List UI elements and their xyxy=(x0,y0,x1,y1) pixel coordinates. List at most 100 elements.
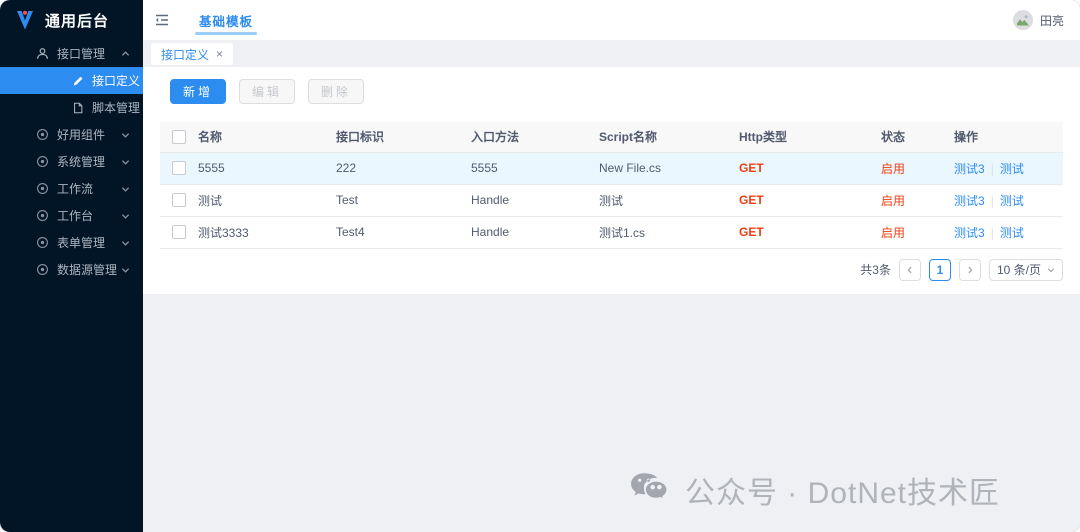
sidebar-item-workbench[interactable]: 工作台 xyxy=(0,202,143,229)
sidebar-item-label: 数据源管理 xyxy=(57,263,118,277)
sidebar-item-label: 接口管理 xyxy=(57,47,106,61)
select-all-checkbox[interactable] xyxy=(172,130,186,145)
test-link[interactable]: 测试 xyxy=(999,193,1024,208)
cell-script: 测试1.cs xyxy=(599,225,646,240)
cell-script: 测试 xyxy=(599,193,624,208)
document-icon xyxy=(72,102,84,114)
main-area: 基础模板 田亮 接口定义 × xyxy=(143,0,1080,532)
chevron-down-icon xyxy=(1047,266,1055,274)
sidebar-item-interface-def[interactable]: 接口定义 xyxy=(0,67,143,94)
user-menu[interactable]: 田亮 xyxy=(1012,10,1064,30)
edit-button[interactable]: 编辑 xyxy=(239,79,296,104)
chevron-down-icon xyxy=(121,157,130,166)
gear-icon xyxy=(36,128,49,141)
sidebar-item-form-mgmt[interactable]: 表单管理 xyxy=(0,229,143,256)
sidebar-item-label: 接口定义 xyxy=(92,74,141,88)
cell-entry: Handle xyxy=(471,193,510,207)
page-size-value: 10 条/页 xyxy=(996,263,1041,277)
sidebar-item-label: 系统管理 xyxy=(57,155,106,169)
app-logo: 通用后台 xyxy=(0,0,143,40)
cell-ops: 测试3 | 测试 xyxy=(954,184,1063,216)
sidebar-item-label: 好用组件 xyxy=(57,128,106,142)
delete-button[interactable]: 删除 xyxy=(308,79,365,104)
table-row[interactable]: 测试3333 Test4 Handle 测试1.cs GET 启用 测试3 | 测试 xyxy=(160,216,1063,248)
col-header-key: 接口标识 xyxy=(336,130,385,145)
sidebar-item-workflow[interactable]: 工作流 xyxy=(0,175,143,202)
prev-page-button[interactable] xyxy=(898,258,921,281)
chevron-down-icon xyxy=(121,238,130,247)
cell-script: New File.cs xyxy=(599,161,662,175)
chevron-down-icon xyxy=(121,184,130,193)
interface-table: 名称 接口标识 入口方法 Script名称 Http类型 状态 操作 5555 … xyxy=(160,122,1063,249)
sidebar-item-system-mgmt[interactable]: 系统管理 xyxy=(0,148,143,175)
page-size-select[interactable]: 10 条/页 xyxy=(988,258,1063,281)
menu-fold-icon[interactable] xyxy=(153,11,171,29)
cell-status: 启用 xyxy=(881,225,906,240)
cell-name: 5555 xyxy=(198,161,225,175)
sidebar-item-script-mgmt[interactable]: 脚本管理 xyxy=(0,94,143,121)
cell-ops: 测试3 | 测试 xyxy=(954,152,1063,184)
col-header-name: 名称 xyxy=(198,130,223,145)
col-header-status: 状态 xyxy=(881,130,906,145)
action-divider: | xyxy=(990,193,994,208)
test3-link[interactable]: 测试3 xyxy=(954,193,985,208)
row-checkbox[interactable] xyxy=(172,193,186,208)
watermark: 公众号 · DotNet技术匠 xyxy=(630,468,1000,512)
col-header-ops: 操作 xyxy=(954,130,979,145)
test-link[interactable]: 测试 xyxy=(999,225,1024,240)
test3-link[interactable]: 测试3 xyxy=(954,161,985,176)
gear-icon xyxy=(36,155,49,168)
test3-link[interactable]: 测试3 xyxy=(954,225,985,240)
gear-icon xyxy=(36,182,49,195)
chevron-down-icon xyxy=(121,130,130,139)
cell-ops: 测试3 | 测试 xyxy=(954,216,1063,248)
app-title: 通用后台 xyxy=(45,12,110,30)
table-header-row: 名称 接口标识 入口方法 Script名称 Http类型 状态 操作 xyxy=(160,122,1063,152)
topnav-tab-label: 基础模板 xyxy=(199,14,254,29)
sidebar-menu: 接口管理 接口定义 xyxy=(0,40,143,283)
sidebar-item-label: 工作流 xyxy=(57,182,94,196)
cell-name: 测试3333 xyxy=(198,225,249,240)
watermark-text: 公众号 · DotNet技术匠 xyxy=(684,477,1000,510)
chevron-down-icon xyxy=(121,265,130,274)
cell-entry: 5555 xyxy=(471,161,498,175)
col-header-http: Http类型 xyxy=(739,130,787,145)
action-divider: | xyxy=(990,161,994,176)
chevron-up-icon xyxy=(121,49,130,58)
sidebar-item-interface-mgmt[interactable]: 接口管理 xyxy=(0,40,143,67)
username: 田亮 xyxy=(1039,13,1064,28)
cell-status: 启用 xyxy=(881,161,906,176)
gear-icon xyxy=(36,209,49,222)
topnav-tab-base-template[interactable]: 基础模板 xyxy=(195,0,258,40)
next-page-button[interactable] xyxy=(958,258,981,281)
add-button[interactable]: 新增 xyxy=(170,79,227,104)
table-row[interactable]: 测试 Test Handle 测试 GET 启用 测试3 | 测试 xyxy=(160,184,1063,216)
row-checkbox[interactable] xyxy=(172,225,186,240)
cell-entry: Handle xyxy=(471,225,510,239)
cell-name: 测试 xyxy=(198,193,223,208)
cell-key: Test4 xyxy=(336,225,365,239)
table-row[interactable]: 5555 222 5555 New File.cs GET 启用 测试3 | 测试 xyxy=(160,152,1063,184)
close-icon[interactable]: × xyxy=(216,47,224,61)
sidebar: 通用后台 接口管理 xyxy=(0,0,143,532)
topbar: 基础模板 田亮 xyxy=(143,0,1080,40)
sidebar-item-components[interactable]: 好用组件 xyxy=(0,121,143,148)
sidebar-item-datasource-mgmt[interactable]: 数据源管理 xyxy=(0,256,143,283)
cell-status: 启用 xyxy=(881,193,906,208)
cell-http: GET xyxy=(739,193,764,207)
cell-http: GET xyxy=(739,225,764,239)
user-icon xyxy=(36,47,49,60)
tab-chip-label: 接口定义 xyxy=(161,47,210,62)
cell-key: Test xyxy=(336,193,359,207)
col-header-entry: 入口方法 xyxy=(471,130,520,145)
sidebar-item-label: 表单管理 xyxy=(57,236,106,250)
open-tabs-row: 接口定义 × xyxy=(143,40,1080,67)
wechat-icon xyxy=(630,472,672,508)
tab-chip-interface-def[interactable]: 接口定义 × xyxy=(151,43,234,65)
tab-active-underline xyxy=(195,32,258,35)
row-checkbox[interactable] xyxy=(172,161,186,176)
gear-icon xyxy=(36,236,49,249)
page-1-button[interactable]: 1 xyxy=(928,258,951,281)
test-link[interactable]: 测试 xyxy=(999,161,1024,176)
